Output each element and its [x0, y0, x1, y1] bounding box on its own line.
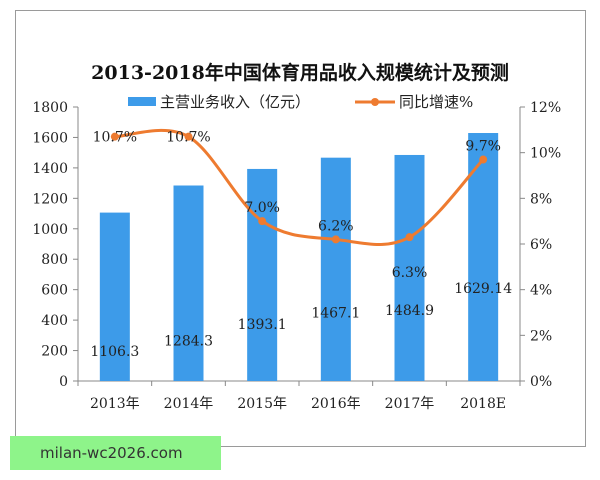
- legend-line-label: 同比增速%: [399, 93, 473, 111]
- left-tick-label: 1800: [32, 100, 68, 116]
- chart-title: 2013-2018年中国体育用品收入规模统计及预测: [91, 62, 509, 84]
- legend-bar-label: 主营业务收入（亿元）: [160, 93, 310, 111]
- growth-value-label: 6.2%: [318, 218, 354, 234]
- bar-value-label: 1629.14: [454, 281, 512, 297]
- left-tick-label: 200: [41, 344, 68, 360]
- bar: [247, 168, 278, 381]
- growth-point: [331, 235, 340, 244]
- bar: [394, 154, 425, 381]
- growth-value-label: 9.7%: [465, 139, 501, 155]
- left-tick-label: 1600: [32, 130, 68, 146]
- x-tick-label: 2016年: [311, 396, 361, 412]
- bar-value-label: 1393.1: [238, 317, 287, 333]
- watermark-banner: milan-wc2026.com: [10, 436, 221, 470]
- left-tick-label: 0: [59, 374, 68, 390]
- left-tick-label: 1000: [32, 222, 68, 238]
- right-tick-label: 2%: [530, 328, 552, 344]
- legend-bar-swatch: [128, 97, 156, 106]
- chart-frame: [15, 10, 586, 447]
- bar: [320, 157, 351, 381]
- growth-point: [110, 132, 119, 141]
- growth-point: [258, 217, 267, 226]
- right-tick-label: 12%: [530, 100, 561, 116]
- bar: [99, 212, 130, 381]
- right-tick-label: 4%: [530, 283, 552, 299]
- legend-line-marker: [371, 98, 379, 106]
- left-tick-label: 1200: [32, 191, 68, 207]
- growth-point: [184, 132, 193, 141]
- x-tick-label: 2014年: [164, 396, 214, 412]
- bar-value-label: 1106.3: [90, 344, 139, 360]
- growth-value-label: 10.7%: [166, 130, 210, 146]
- growth-point: [405, 233, 414, 242]
- growth-value-label: 10.7%: [93, 130, 137, 146]
- right-tick-label: 6%: [530, 237, 552, 253]
- right-tick-label: 10%: [530, 146, 561, 162]
- growth-value-label: 7.0%: [244, 200, 280, 216]
- bar: [468, 133, 499, 381]
- growth-point: [479, 155, 488, 164]
- bar-value-label: 1484.9: [385, 303, 434, 319]
- left-tick-label: 800: [41, 252, 68, 268]
- left-tick-label: 600: [41, 283, 68, 299]
- x-tick-label: 2018E: [460, 396, 506, 412]
- right-tick-label: 0%: [530, 374, 552, 390]
- x-tick-label: 2015年: [237, 396, 287, 412]
- growth-value-label: 6.3%: [392, 265, 428, 281]
- bar-value-label: 1284.3: [164, 334, 213, 350]
- right-tick-label: 8%: [530, 191, 552, 207]
- x-tick-label: 2013年: [90, 396, 140, 412]
- bar: [173, 185, 204, 381]
- bar-value-label: 1467.1: [311, 306, 360, 322]
- left-tick-label: 1400: [32, 161, 68, 177]
- growth-line: [114, 128, 485, 246]
- left-tick-label: 400: [41, 313, 68, 329]
- x-tick-label: 2017年: [385, 396, 435, 412]
